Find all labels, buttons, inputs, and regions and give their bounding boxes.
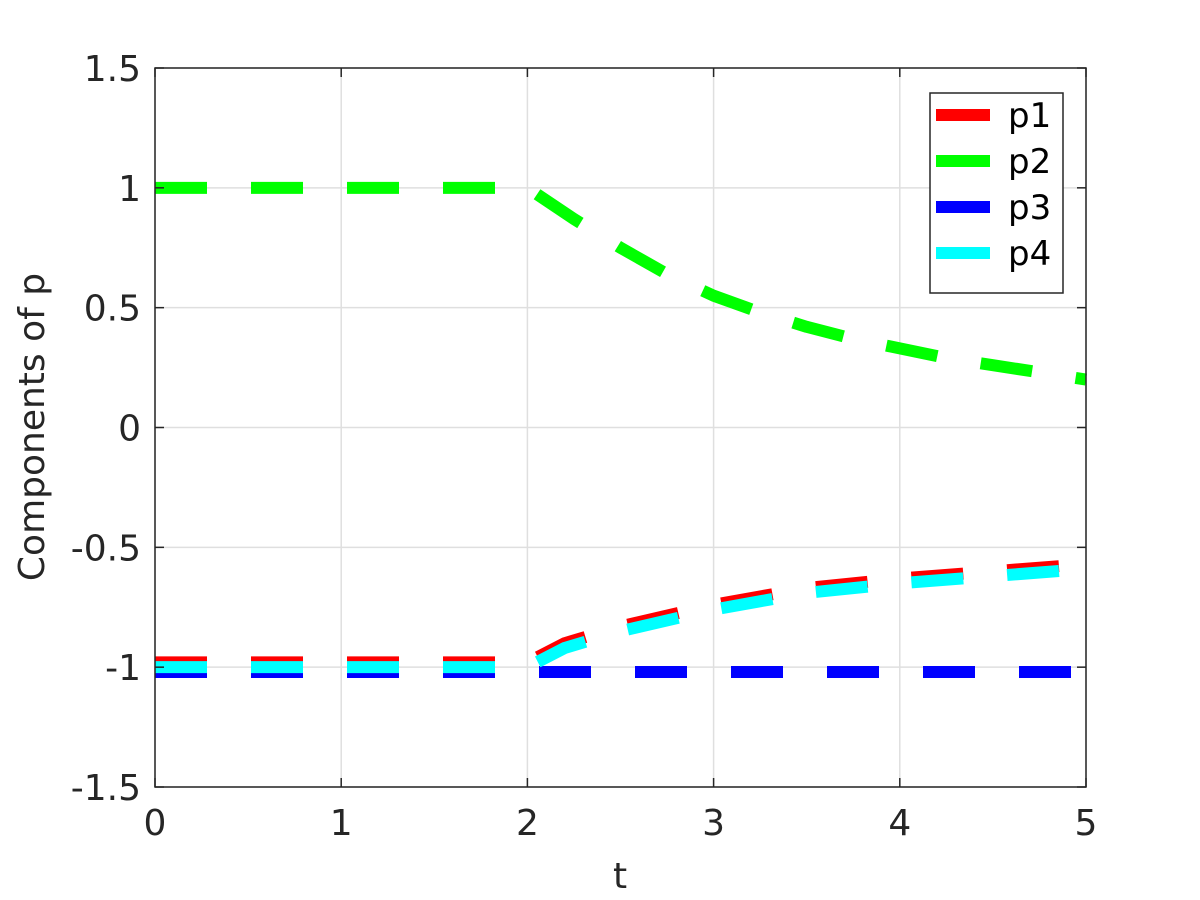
y-tick-label: 1.5 [84,49,141,90]
y-axis-label: Components of p [12,273,53,581]
y-tick-label: -1 [105,648,141,689]
legend-box [929,92,1064,294]
tick-labels: 0 1 2 3 4 5 -1.5 -1 -0.5 0 0.5 1 1.5 [71,49,1098,844]
y-tick-label: -0.5 [71,528,141,569]
x-tick-label: 4 [888,803,911,844]
legend-label-p1: p1 [1008,96,1051,136]
y-tick-label: 0.5 [84,289,141,330]
x-tick-label: 5 [1075,803,1098,844]
y-tick-label: 1 [118,169,141,210]
axes-frame [154,67,1087,788]
legend-label-p4: p4 [1008,234,1051,274]
x-tick-label: 1 [330,803,353,844]
y-tick-label: -1.5 [71,768,141,809]
series-line-p4 [155,562,1087,674]
legend-label-p3: p3 [1008,188,1051,228]
x-tick-label: 0 [144,803,167,844]
y-tick-label: 0 [118,409,141,450]
x-tick-label: 2 [516,803,539,844]
x-axis-label: t [613,856,627,897]
legend-label-p2: p2 [1008,142,1051,182]
legend: p1 p2 p3 p4 [929,92,1064,294]
series-line-p2 [155,181,1087,386]
x-tick-label: 3 [702,803,725,844]
series-lines [155,181,1087,678]
